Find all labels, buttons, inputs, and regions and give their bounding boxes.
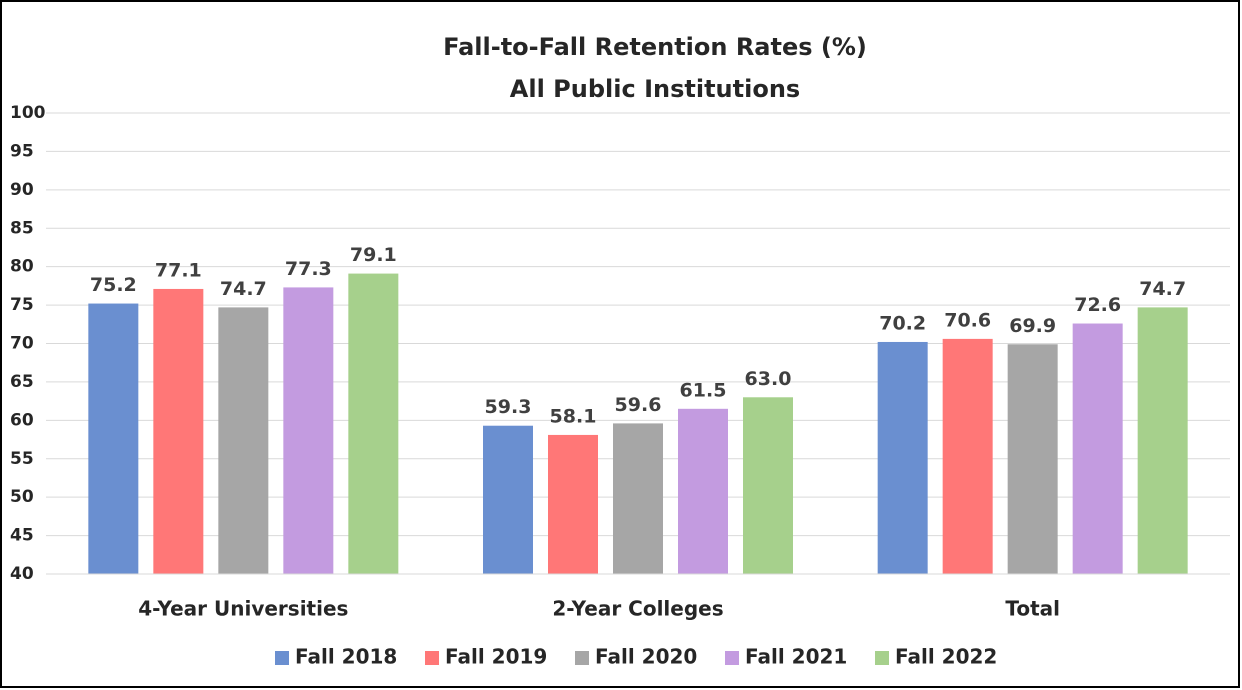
bar — [483, 425, 533, 574]
bar — [1072, 323, 1123, 574]
bar — [877, 341, 928, 574]
data-label: 59.3 — [485, 396, 532, 418]
bar — [88, 303, 139, 574]
bar — [1137, 307, 1188, 574]
data-label: 79.1 — [350, 244, 397, 266]
y-tick-label: 65 — [10, 372, 34, 392]
y-tick-label: 45 — [10, 526, 34, 546]
legend-label: Fall 2020 — [595, 645, 697, 669]
bar — [348, 273, 399, 574]
legend-swatch — [725, 651, 739, 665]
y-tick-label: 50 — [10, 487, 34, 507]
data-label: 70.6 — [944, 309, 991, 331]
bar — [678, 408, 728, 574]
legend-label: Fall 2019 — [445, 645, 547, 669]
x-tick-label: Total — [1005, 597, 1060, 621]
bar — [613, 423, 663, 574]
data-label: 74.7 — [220, 278, 267, 300]
legend-label: Fall 2018 — [295, 645, 397, 669]
legend-swatch — [875, 651, 889, 665]
legend-label: Fall 2021 — [745, 645, 847, 669]
chart-subtitle: All Public Institutions — [510, 75, 800, 103]
bar — [153, 288, 204, 574]
chart-title: Fall-to-Fall Retention Rates (%) — [443, 33, 867, 61]
y-tick-label: 85 — [10, 218, 34, 238]
bar — [743, 397, 793, 574]
y-tick-label: 90 — [10, 180, 34, 200]
data-label: 74.7 — [1139, 278, 1186, 300]
data-label: 63.0 — [745, 368, 792, 390]
bar — [548, 434, 598, 574]
data-label: 70.2 — [879, 312, 926, 334]
data-label: 72.6 — [1074, 294, 1121, 316]
legend-swatch — [575, 651, 589, 665]
y-tick-label: 100 — [10, 103, 46, 123]
data-label: 75.2 — [90, 274, 137, 296]
y-tick-label: 80 — [10, 257, 34, 277]
bar — [942, 338, 993, 574]
y-tick-label: 40 — [10, 564, 34, 584]
bar — [218, 307, 269, 574]
data-label: 58.1 — [550, 405, 597, 427]
x-tick-label: 4-Year Universities — [138, 597, 348, 621]
x-tick-label: 2-Year Colleges — [552, 597, 723, 621]
bar — [283, 287, 334, 574]
legend-label: Fall 2022 — [895, 645, 997, 669]
data-label: 59.6 — [615, 394, 662, 416]
data-label: 69.9 — [1009, 315, 1056, 337]
legend-swatch — [275, 651, 289, 665]
data-label: 77.1 — [155, 259, 202, 281]
data-label: 61.5 — [680, 379, 727, 401]
y-tick-label: 55 — [10, 449, 34, 469]
data-label: 77.3 — [285, 258, 332, 280]
y-tick-label: 60 — [10, 410, 34, 430]
legend-swatch — [425, 651, 439, 665]
y-tick-label: 70 — [10, 334, 34, 354]
bar — [1007, 344, 1058, 574]
y-tick-label: 95 — [10, 141, 34, 161]
y-tick-label: 75 — [10, 295, 34, 315]
